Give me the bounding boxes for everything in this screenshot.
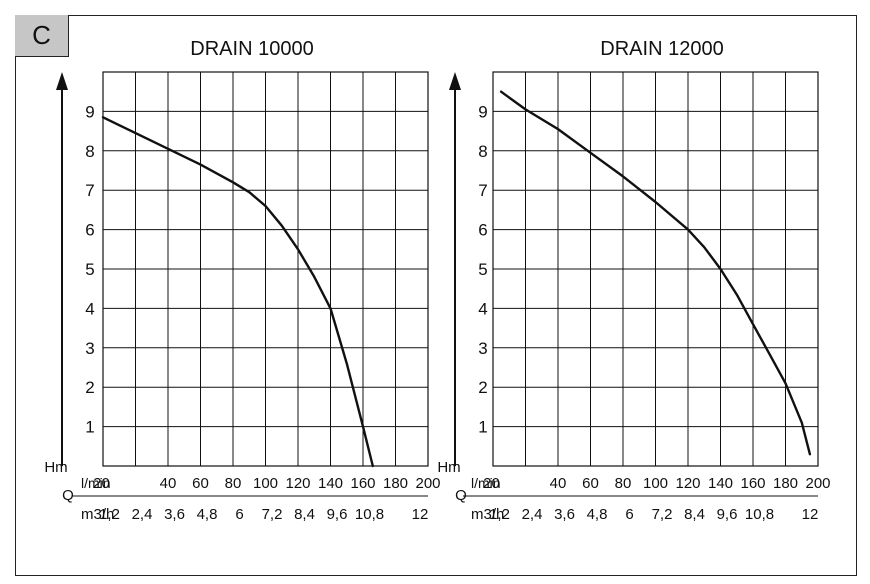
x-tick-label-primary: 80 bbox=[615, 475, 632, 492]
x-tick-label-secondary: 3,6 bbox=[554, 506, 575, 523]
y-tick-label: 3 bbox=[85, 339, 94, 358]
y-tick-label: 8 bbox=[85, 142, 94, 161]
x-tick-label-primary: 160 bbox=[350, 475, 375, 492]
x-unit-secondary-label: m3/h bbox=[471, 506, 504, 523]
x-tick-label-secondary: 4,8 bbox=[587, 506, 608, 523]
x-tick-label-primary: 60 bbox=[192, 475, 209, 492]
x-tick-label-primary: 140 bbox=[318, 475, 343, 492]
x-tick-label-secondary: 2,4 bbox=[522, 506, 543, 523]
y-tick-label: 9 bbox=[85, 102, 94, 121]
y-tick-label: 4 bbox=[85, 299, 94, 318]
y-axis-label: Hm bbox=[437, 459, 460, 476]
y-tick-label: 7 bbox=[85, 181, 94, 200]
y-tick-label: 6 bbox=[478, 221, 487, 240]
y-tick-label: 1 bbox=[85, 418, 94, 437]
chart-title: DRAIN 12000 bbox=[600, 38, 723, 60]
x-tick-label-primary: 140 bbox=[708, 475, 733, 492]
x-tick-label-primary: 200 bbox=[415, 475, 440, 492]
y-tick-label: 9 bbox=[478, 102, 487, 121]
x-tick-label-primary: 40 bbox=[550, 475, 567, 492]
x-tick-label-primary: 200 bbox=[805, 475, 830, 492]
y-tick-label: 4 bbox=[478, 299, 487, 318]
x-tick-label-secondary: 6 bbox=[235, 506, 243, 523]
y-axis-arrow bbox=[56, 72, 68, 90]
x-axis-label: Q bbox=[62, 487, 74, 504]
y-tick-label: 1 bbox=[478, 418, 487, 437]
x-tick-label-secondary: 10,8 bbox=[355, 506, 384, 523]
x-unit-primary-label: l/min bbox=[471, 475, 501, 491]
series-line-1 bbox=[499, 90, 812, 456]
x-tick-label-secondary: 7,2 bbox=[652, 506, 673, 523]
y-tick-label: 2 bbox=[85, 378, 94, 397]
x-tick-label-secondary: 6 bbox=[625, 506, 633, 523]
x-tick-label-primary: 100 bbox=[643, 475, 668, 492]
panel-label-badge: C bbox=[15, 15, 69, 57]
chart-title: DRAIN 10000 bbox=[190, 38, 313, 60]
x-tick-label-primary: 20 bbox=[483, 475, 500, 492]
y-tick-label: 5 bbox=[478, 260, 487, 279]
x-tick-label-secondary: 4,8 bbox=[197, 506, 218, 523]
y-tick-label: 6 bbox=[85, 221, 94, 240]
series-line-1 bbox=[101, 116, 374, 468]
x-tick-label-primary: 20 bbox=[93, 475, 110, 492]
x-tick-label-primary: 120 bbox=[675, 475, 700, 492]
x-tick-label-secondary: 2,4 bbox=[132, 506, 153, 523]
x-tick-label-secondary: 7,2 bbox=[262, 506, 283, 523]
x-unit-primary-label: l/min bbox=[81, 475, 111, 491]
y-axis-label: Hm bbox=[44, 459, 67, 476]
x-tick-label-secondary: 8,4 bbox=[684, 506, 705, 523]
x-tick-label-secondary: 8,4 bbox=[294, 506, 315, 523]
y-tick-label: 3 bbox=[478, 339, 487, 358]
y-tick-label: 7 bbox=[478, 181, 487, 200]
x-tick-label-primary: 80 bbox=[225, 475, 242, 492]
x-tick-label-secondary: 12 bbox=[412, 506, 429, 523]
x-tick-label-secondary: 12 bbox=[802, 506, 819, 523]
figure-frame bbox=[15, 15, 857, 576]
y-tick-label: 5 bbox=[85, 260, 94, 279]
x-axis-label: Q bbox=[455, 487, 467, 504]
x-tick-label-primary: 180 bbox=[773, 475, 798, 492]
x-tick-label-primary: 180 bbox=[383, 475, 408, 492]
x-tick-label-primary: 40 bbox=[160, 475, 177, 492]
x-tick-label-primary: 60 bbox=[582, 475, 599, 492]
x-tick-label-secondary: 9,6 bbox=[327, 506, 348, 523]
x-unit-secondary-label: m3/h bbox=[81, 506, 114, 523]
x-tick-label-secondary: 3,6 bbox=[164, 506, 185, 523]
y-tick-label: 2 bbox=[478, 378, 487, 397]
x-tick-label-primary: 100 bbox=[253, 475, 278, 492]
x-tick-label-secondary: 9,6 bbox=[717, 506, 738, 523]
x-tick-label-secondary: 1,2 bbox=[99, 506, 120, 523]
x-tick-label-primary: 160 bbox=[740, 475, 765, 492]
x-tick-label-secondary: 1,2 bbox=[489, 506, 510, 523]
panel-label: C bbox=[32, 20, 51, 50]
y-axis-arrow bbox=[449, 72, 461, 90]
x-tick-label-secondary: 10,8 bbox=[745, 506, 774, 523]
x-tick-label-primary: 120 bbox=[285, 475, 310, 492]
y-tick-label: 8 bbox=[478, 142, 487, 161]
